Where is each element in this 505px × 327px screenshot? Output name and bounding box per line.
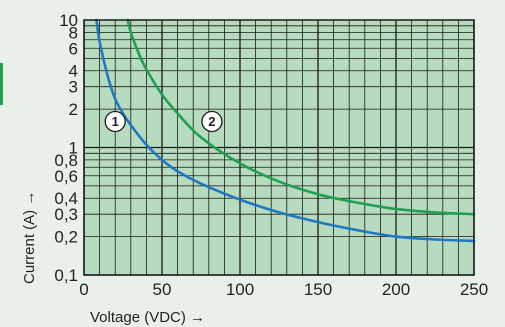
x-tick-label: 200 — [382, 280, 410, 299]
x-tick-label: 100 — [226, 280, 254, 299]
x-tick-label: 150 — [304, 280, 332, 299]
y-tick-label: 3 — [69, 78, 78, 97]
series-1-line — [95, 18, 476, 243]
y-axis-label: Current (A) → — [21, 191, 38, 284]
series-2-marker-label: 2 — [208, 114, 215, 129]
y-tick-label: 0,3 — [54, 205, 78, 224]
x-axis-label: Voltage (VDC) → — [90, 309, 205, 326]
series-layer — [95, 18, 476, 243]
x-tick-label: 250 — [460, 280, 488, 299]
series-1-marker-label: 1 — [112, 114, 119, 129]
y-tick-label: 6 — [69, 39, 78, 58]
accent-bar — [0, 63, 3, 105]
plot-frame — [83, 19, 475, 276]
y-tick-label: 1 — [69, 139, 78, 158]
y-tick-label: 0,8 — [54, 151, 78, 170]
series-2-line — [126, 18, 476, 216]
x-tick-label: 0 — [79, 280, 88, 299]
series-2-marker — [201, 110, 223, 133]
y-tick-label: 4 — [69, 62, 78, 81]
x-tick-labels: 0 50 100 150 200 250 — [79, 280, 488, 299]
y-tick-label: 0,6 — [54, 167, 78, 186]
y-tick-label: 0,2 — [54, 228, 78, 247]
series-1-marker — [104, 110, 126, 133]
gridlines-y — [84, 25, 474, 276]
y-tick-label: 2 — [69, 100, 78, 119]
y-tick-label: 8 — [69, 23, 78, 42]
y-tick-label: 0,4 — [54, 189, 78, 208]
y-tick-label: 10 — [59, 11, 78, 30]
y-tick-label: 0,1 — [54, 266, 78, 285]
x-tick-label: 50 — [153, 280, 172, 299]
